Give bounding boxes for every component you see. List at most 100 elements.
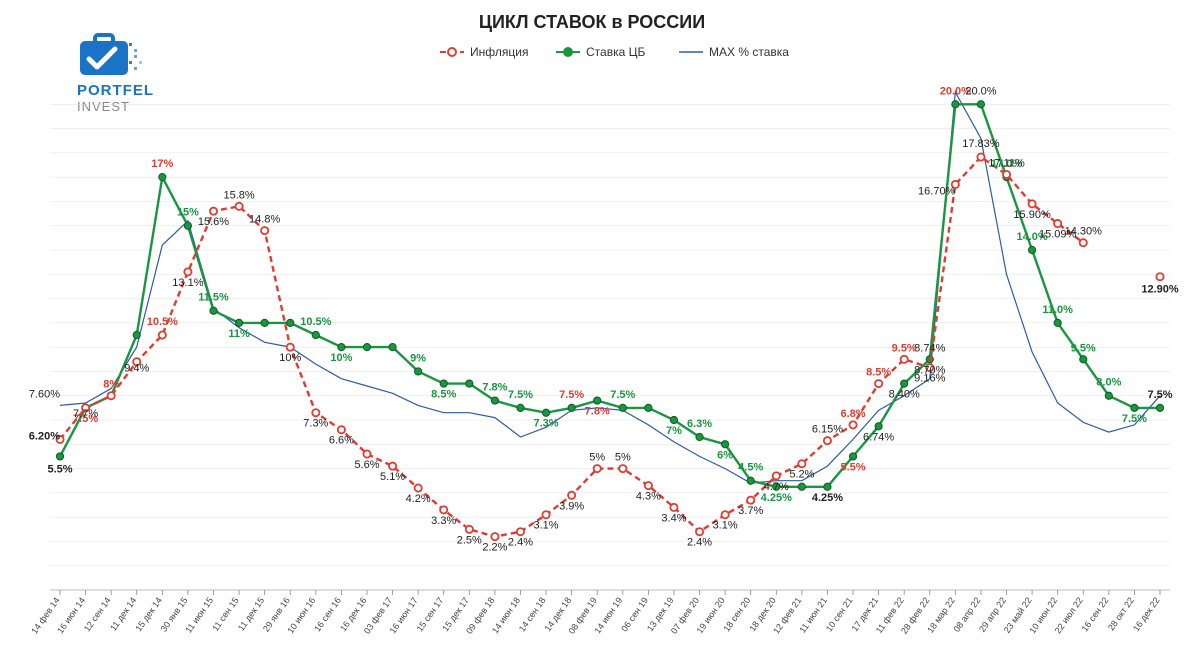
cbrate-point xyxy=(901,380,908,387)
data-label: 9.4% xyxy=(124,363,149,375)
inflation-point xyxy=(338,426,345,433)
inflation-point xyxy=(542,511,549,518)
data-label: 10.5% xyxy=(147,316,178,328)
inflation-point xyxy=(645,482,652,489)
data-label: 13.1% xyxy=(172,277,203,289)
inflation-point xyxy=(824,437,831,444)
inflation-point xyxy=(977,153,984,160)
inflation-point xyxy=(235,203,242,210)
data-label: 9.5% xyxy=(892,342,917,354)
data-label: 20.0% xyxy=(965,85,996,97)
inflation-point xyxy=(517,528,524,535)
inflation-point xyxy=(440,506,447,513)
data-label: 3.9% xyxy=(559,500,584,512)
data-label: 2.2% xyxy=(482,542,507,554)
data-label: 5% xyxy=(615,452,631,464)
inflation-point xyxy=(287,344,294,351)
data-label: 6.8% xyxy=(840,408,865,420)
data-label: 7.60% xyxy=(29,388,60,400)
cbrate-point xyxy=(875,423,882,430)
inflation-point xyxy=(670,504,677,511)
inflation-point xyxy=(159,331,166,338)
cbrate-point xyxy=(722,441,729,448)
data-label: 10.5% xyxy=(300,316,331,328)
inflation-point xyxy=(696,528,703,535)
data-label: 7.5% xyxy=(508,389,533,401)
cbrate-point xyxy=(977,101,984,108)
data-label: 5.2% xyxy=(789,469,814,481)
cbrate-point xyxy=(594,397,601,404)
cbrate-point xyxy=(415,368,422,375)
cbrate-point xyxy=(517,404,524,411)
chart-title: ЦИКЛ СТАВОК в РОССИИ xyxy=(479,12,705,32)
data-label: 5.5% xyxy=(840,461,865,473)
data-label: 5.6% xyxy=(354,459,379,471)
data-label: 8% xyxy=(103,379,119,391)
data-label: 2.4% xyxy=(508,537,533,549)
cbrate-point xyxy=(1028,246,1035,253)
inflation-point xyxy=(184,268,191,275)
cbrate-point xyxy=(670,416,677,423)
cbrate-point xyxy=(363,344,370,351)
data-label: 17.83% xyxy=(962,138,1000,150)
cbrate-point xyxy=(56,453,63,460)
data-label: 14.8% xyxy=(249,214,280,226)
data-label: 7.3% xyxy=(303,418,328,430)
data-label: 7.8% xyxy=(482,382,507,394)
cbrate-point xyxy=(338,344,345,351)
cbrate-point xyxy=(389,344,396,351)
cbrate-point xyxy=(491,397,498,404)
data-label: 5.1% xyxy=(380,471,405,483)
data-label: 4.7% xyxy=(764,481,789,493)
data-label: 17% xyxy=(151,158,173,170)
data-label: 5% xyxy=(589,452,605,464)
data-label: 7.5% xyxy=(610,389,635,401)
data-label: 3.4% xyxy=(661,512,686,524)
cbrate-point xyxy=(542,409,549,416)
cbrate-point xyxy=(619,404,626,411)
data-label: 8.5% xyxy=(866,367,891,379)
rates-chart: ЦИКЛ СТАВОК в РОССИИPORTFELINVESTИнфляци… xyxy=(0,0,1184,661)
cbrate-point xyxy=(312,331,319,338)
data-label: 4.3% xyxy=(636,491,661,503)
data-label: 4.25% xyxy=(761,492,792,504)
cbrate-point xyxy=(1105,392,1112,399)
data-label: 7.5% xyxy=(1147,389,1172,401)
data-label: 5.5% xyxy=(47,463,72,475)
cbrate-point xyxy=(287,319,294,326)
logo-line1: PORTFEL xyxy=(77,82,154,99)
cbrate-point xyxy=(568,404,575,411)
data-label: 3.1% xyxy=(713,520,738,532)
cbrate-point xyxy=(824,483,831,490)
inflation-point xyxy=(1003,171,1010,178)
cbrate-point xyxy=(235,319,242,326)
cbrate-point xyxy=(645,404,652,411)
data-label: 3.1% xyxy=(534,520,559,532)
inflation-point xyxy=(875,380,882,387)
data-label: 2.5% xyxy=(457,534,482,546)
cbrate-point xyxy=(1054,319,1061,326)
cbrate-point xyxy=(952,101,959,108)
cbrate-point xyxy=(210,307,217,314)
cbrate-point xyxy=(1131,404,1138,411)
cbrate-point xyxy=(696,433,703,440)
data-label: 7.5% xyxy=(1122,413,1147,425)
data-label: 4.5% xyxy=(738,462,763,474)
cbrate-point xyxy=(133,331,140,338)
inflation-point xyxy=(568,492,575,499)
inflation-point xyxy=(901,356,908,363)
data-label: 7.5% xyxy=(559,389,584,401)
data-label: 3.7% xyxy=(738,505,763,517)
cbrate-point xyxy=(440,380,447,387)
data-label: 15.6% xyxy=(198,216,229,228)
cbrate-point xyxy=(159,174,166,181)
data-label: 7.8% xyxy=(585,406,610,418)
cbrate-point xyxy=(261,319,268,326)
data-label: 4.2% xyxy=(406,493,431,505)
inflation-point xyxy=(363,450,370,457)
data-label: 8.40% xyxy=(889,389,920,401)
inflation-point xyxy=(415,484,422,491)
inflation-point xyxy=(108,392,115,399)
inflation-point xyxy=(773,472,780,479)
data-label: 14.30% xyxy=(1065,226,1103,238)
